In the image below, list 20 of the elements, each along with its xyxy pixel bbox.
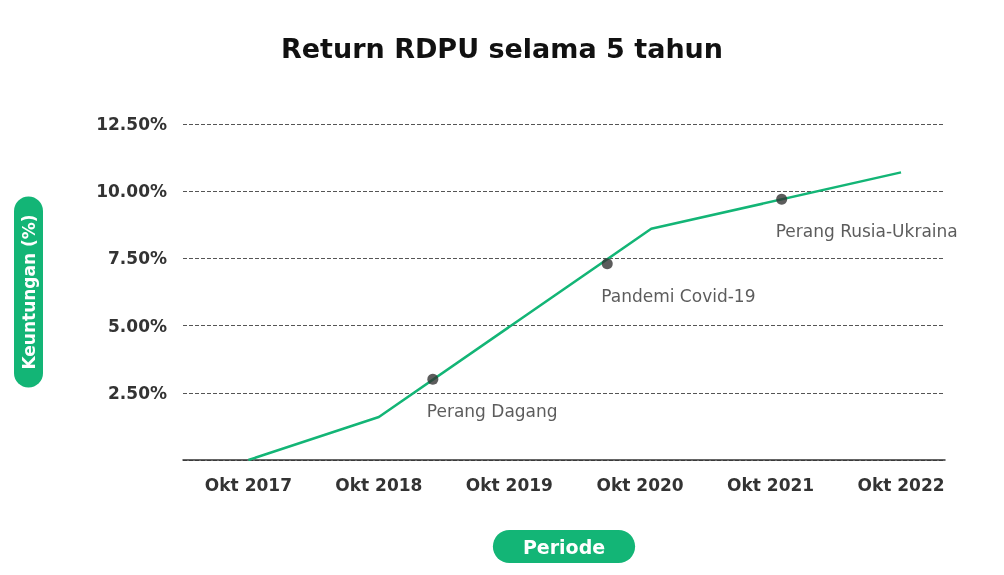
x-tick-label: Okt 2021 xyxy=(727,474,815,495)
y-tick-label: 7.50% xyxy=(108,248,167,269)
chart-title: Return RDPU selama 5 tahun xyxy=(280,33,724,64)
annotation: Perang Rusia-Ukraina xyxy=(775,221,958,242)
x-tick-label: Okt 2020 xyxy=(596,474,684,495)
y-tick-label: 5.00% xyxy=(108,315,167,336)
point xyxy=(776,193,788,205)
annotation: Perang Dagang xyxy=(426,401,558,422)
x-tick-label: Okt 2017 xyxy=(204,474,292,495)
y-tick-label: 12.50% xyxy=(96,114,167,134)
point xyxy=(427,373,439,385)
y-tick-label: 2.50% xyxy=(108,382,167,403)
x-tick-label: Okt 2018 xyxy=(335,474,423,495)
x-tick-label: Okt 2019 xyxy=(465,474,553,495)
point xyxy=(601,258,613,270)
x-tick-label: Okt 2022 xyxy=(857,474,945,495)
annotation: Pandemi Covid-19 xyxy=(601,285,756,306)
y-axis-title: Keuntungan (%) xyxy=(18,214,39,370)
y-tick-label: 10.00% xyxy=(96,181,167,202)
x-axis-title: Periode xyxy=(522,535,606,558)
